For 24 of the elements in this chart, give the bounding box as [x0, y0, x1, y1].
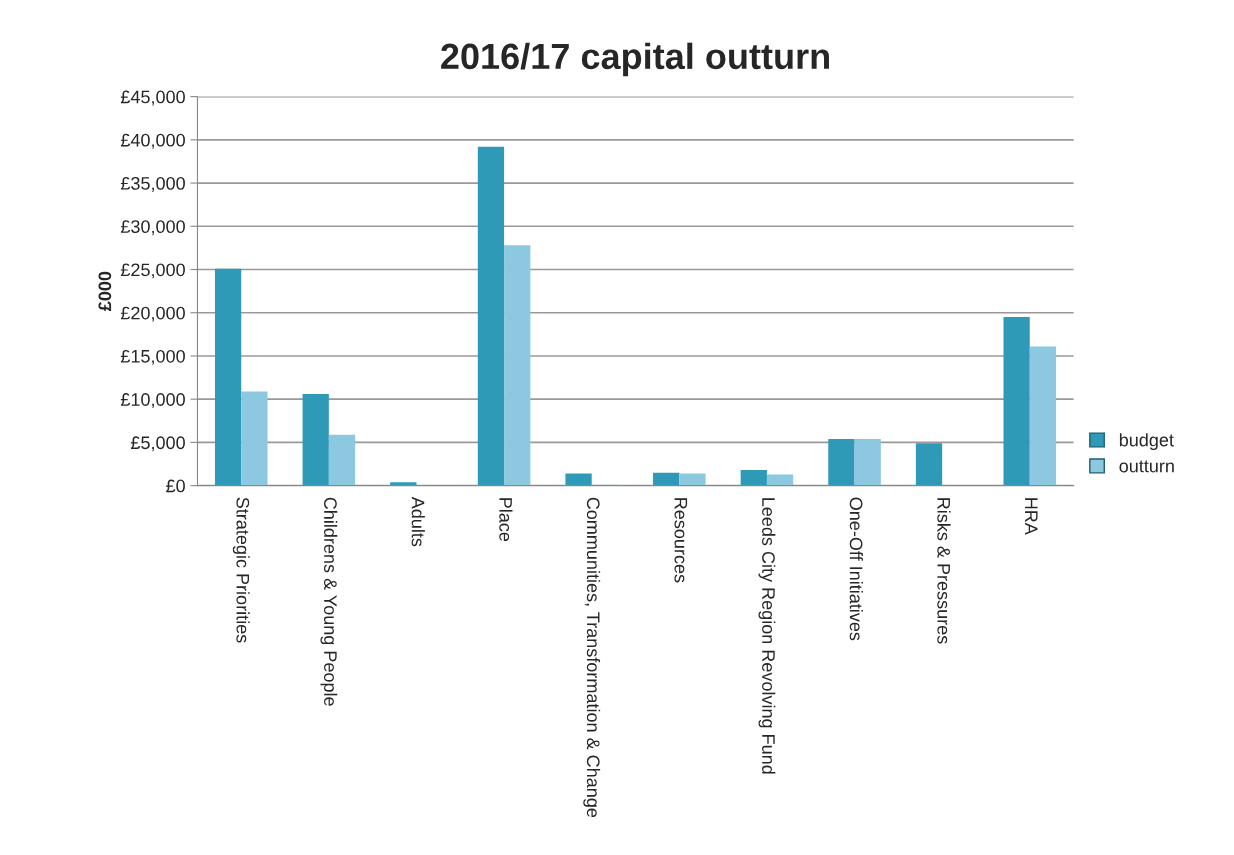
legend-label: budget: [1119, 433, 1174, 450]
x-tick-label: Risks & Pressures: [937, 498, 951, 644]
y-tick-label: £5,000: [130, 436, 185, 452]
x-tick-label: Adults: [411, 496, 425, 547]
y-tick-label: £15,000: [120, 349, 185, 365]
y-tick-label: £30,000: [120, 220, 185, 236]
y-axis-title: £000: [98, 271, 112, 312]
x-tick-label: Communities, Transformation & Change: [583, 497, 601, 818]
y-tick-label: £20,000: [120, 306, 185, 322]
y-tick-label: £40,000: [120, 133, 185, 149]
x-tick-label: Strategic Priorities: [232, 497, 250, 643]
x-tick-label: One-Off Initiatives: [849, 497, 863, 641]
y-tick-label: £35,000: [120, 177, 185, 192]
x-tick-label: Leeds City Region Revolving Fund: [758, 498, 776, 774]
y-tick-label: £45,000: [120, 90, 185, 106]
x-tick-label: Childrens & Young People: [320, 497, 338, 706]
x-tick-label: Resources: [674, 498, 688, 583]
x-tick-label: HRA: [1025, 498, 1038, 535]
x-tick-label: Place: [499, 498, 513, 542]
y-tick-label: £10,000: [120, 393, 185, 409]
y-tick-label: £25,000: [120, 263, 185, 279]
chart-title: 2016/17 capital outturn: [441, 42, 829, 77]
y-tick-label: £0: [166, 479, 185, 493]
legend-label: outturn: [1119, 460, 1174, 473]
